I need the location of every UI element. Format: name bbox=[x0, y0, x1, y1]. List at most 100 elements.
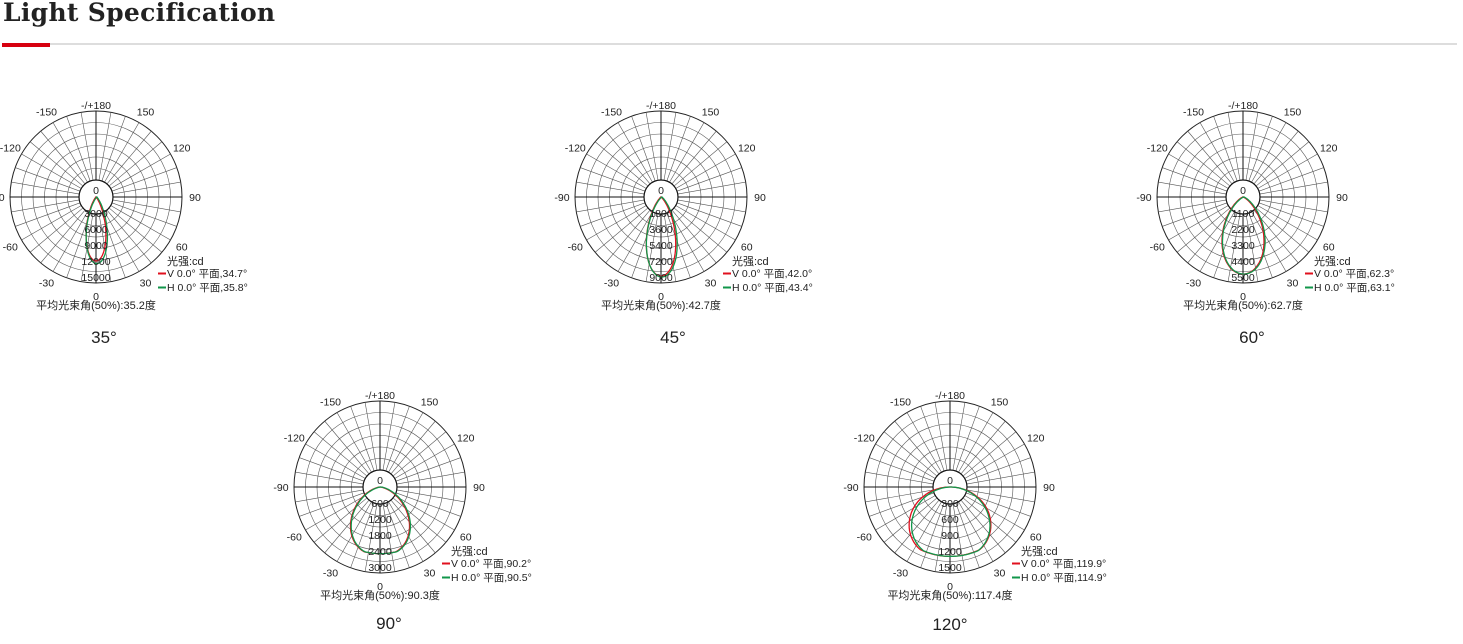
angle-label: -/+180 bbox=[935, 390, 965, 402]
grid-spoke bbox=[1227, 213, 1241, 282]
angle-label: -30 bbox=[893, 568, 908, 580]
unit-label: 光强:cd bbox=[1021, 544, 1058, 558]
grid-spoke bbox=[955, 406, 980, 472]
grid-spoke bbox=[1259, 181, 1328, 195]
grid-spoke bbox=[966, 471, 1035, 485]
grid-spoke bbox=[865, 471, 934, 485]
grid-spoke bbox=[1255, 141, 1310, 187]
radial-tick-label: 4400 bbox=[1231, 256, 1255, 268]
angle-label: 0 bbox=[377, 581, 383, 593]
grid-spoke bbox=[305, 495, 366, 531]
grid-spoke bbox=[675, 205, 736, 241]
angle-label: -60 bbox=[1150, 242, 1165, 254]
legend-entry: H 0.0° 平面,63.1° bbox=[1314, 282, 1395, 294]
polar-chart: -/+180 150 120 90 60 30 0 -30 -60 -90 -120 -150 0 180… bbox=[554, 100, 812, 312]
legend-entry: V 0.0° 平面,119.9° bbox=[1021, 558, 1106, 570]
angle-label: -60 bbox=[287, 532, 302, 544]
grid-spoke bbox=[52, 122, 88, 183]
unit-label: 光强:cd bbox=[167, 254, 204, 268]
legend-entry: V 0.0° 平面,34.7° bbox=[167, 268, 247, 280]
grid-spoke bbox=[11, 181, 80, 195]
angle-label: 60 bbox=[176, 242, 188, 254]
grid-spoke bbox=[40, 209, 86, 264]
grid-spoke bbox=[673, 141, 728, 187]
grid-spoke bbox=[110, 153, 171, 189]
radial-tick-label: 1800 bbox=[368, 530, 392, 542]
grid-spoke bbox=[964, 495, 1025, 531]
divider bbox=[2, 43, 1457, 45]
grid-spoke bbox=[920, 406, 945, 472]
grid-spoke bbox=[576, 199, 645, 213]
grid-spoke bbox=[1251, 211, 1287, 272]
grid-spoke bbox=[1199, 211, 1235, 272]
grid-spoke bbox=[663, 213, 677, 282]
grid-spoke bbox=[894, 420, 940, 475]
angle-label: 30 bbox=[140, 278, 152, 290]
grid-spoke bbox=[883, 497, 938, 543]
angle-label: -60 bbox=[568, 242, 583, 254]
grid-spoke bbox=[104, 211, 140, 272]
radial-tick-label: 12000 bbox=[81, 256, 110, 268]
h-plane-curve bbox=[350, 486, 412, 555]
grid-spoke bbox=[934, 503, 948, 572]
radial-tick-label: 300 bbox=[941, 498, 959, 510]
legend-entry: H 0.0° 平面,35.8° bbox=[167, 282, 248, 294]
grid-spoke bbox=[15, 167, 81, 192]
grid-spoke bbox=[669, 122, 705, 183]
angle-label: -150 bbox=[36, 106, 57, 118]
radial-tick-label: 5400 bbox=[649, 240, 673, 252]
page-title: Light Specification bbox=[3, 0, 276, 27]
angle-label: -30 bbox=[604, 278, 619, 290]
polar-chart: -/+180 150 120 90 60 30 0 -30 -60 -90 -120 -150 0 110… bbox=[1136, 100, 1394, 312]
radial-tick-label: 9000 bbox=[649, 272, 673, 284]
grid-spoke bbox=[80, 112, 94, 181]
grid-spoke bbox=[965, 457, 1031, 482]
grid-spoke bbox=[108, 141, 163, 187]
grid-spoke bbox=[958, 412, 994, 473]
radial-tick-label: 9000 bbox=[84, 240, 108, 252]
angle-label: 30 bbox=[994, 568, 1006, 580]
grid-spoke bbox=[1248, 116, 1273, 182]
grid-spoke bbox=[364, 402, 378, 471]
angle-label: -150 bbox=[320, 396, 341, 408]
grid-spoke bbox=[396, 471, 465, 485]
unit-label: 光强:cd bbox=[1314, 254, 1351, 268]
angle-label: -30 bbox=[1186, 278, 1201, 290]
center-label: 0 bbox=[658, 185, 664, 197]
angle-label: 150 bbox=[137, 106, 155, 118]
grid-spoke bbox=[1158, 199, 1227, 213]
grid-spoke bbox=[869, 457, 935, 482]
center-label: 0 bbox=[947, 475, 953, 487]
grid-spoke bbox=[960, 420, 1006, 475]
title-accent-bar bbox=[2, 43, 50, 47]
angle-label: 120 bbox=[173, 143, 191, 155]
angle-label: -30 bbox=[39, 278, 54, 290]
angle-label: 30 bbox=[424, 568, 436, 580]
grid-spoke bbox=[617, 122, 653, 183]
angle-label: 30 bbox=[705, 278, 717, 290]
grid-spoke bbox=[106, 209, 152, 264]
angle-label: 150 bbox=[702, 106, 720, 118]
angle-label: -120 bbox=[854, 433, 875, 445]
grid-spoke bbox=[364, 503, 378, 572]
angle-label: 90 bbox=[754, 192, 766, 204]
legend-entry: H 0.0° 平面,90.5° bbox=[451, 572, 532, 584]
angle-label: 60 bbox=[460, 532, 472, 544]
grid-spoke bbox=[111, 202, 177, 227]
grid-spoke bbox=[964, 443, 1025, 479]
radial-tick-label: 1100 bbox=[1232, 208, 1255, 220]
grid-spoke bbox=[960, 499, 1006, 554]
angle-label: 150 bbox=[1284, 106, 1302, 118]
grid-spoke bbox=[1213, 116, 1238, 182]
radial-tick-label: 1500 bbox=[938, 562, 962, 574]
grid-spoke bbox=[920, 502, 945, 568]
grid-spoke bbox=[336, 412, 372, 473]
radial-tick-label: 1200 bbox=[938, 546, 962, 558]
grid-spoke bbox=[1259, 199, 1328, 213]
grid-spoke bbox=[108, 207, 163, 253]
angle-label: -150 bbox=[1183, 106, 1204, 118]
angle-label: -150 bbox=[890, 396, 911, 408]
angle-label: -60 bbox=[857, 532, 872, 544]
grid-spoke bbox=[29, 207, 84, 253]
beam-angle-summary: 平均光束角(50%):117.4度 bbox=[887, 588, 1012, 602]
